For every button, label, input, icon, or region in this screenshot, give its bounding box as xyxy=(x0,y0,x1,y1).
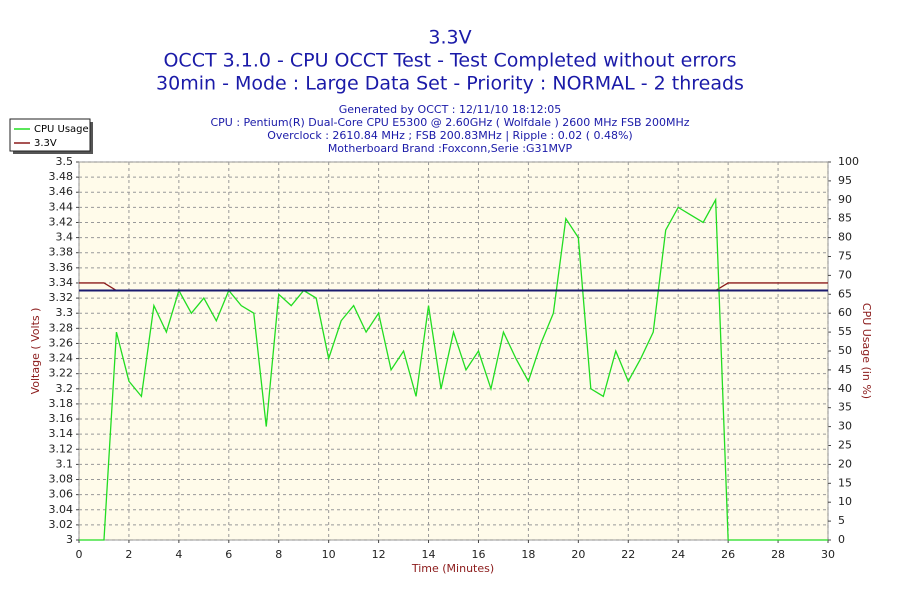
y-tick-label: 3.48 xyxy=(49,170,74,183)
x-axis-label: Time (Minutes) xyxy=(411,562,494,575)
series-line xyxy=(79,197,828,541)
subtitle: 30min - Mode : Large Data Set - Priority… xyxy=(156,73,744,95)
y-tick-label: 3.18 xyxy=(49,397,74,410)
y-tick-label: 3.28 xyxy=(49,321,74,334)
info: Generated by OCCT : 12/11/10 18:12:05 xyxy=(339,103,562,116)
y-tick-label: 3.2 xyxy=(56,382,74,395)
x-tick-label: 18 xyxy=(521,548,535,561)
y2-tick-label: 65 xyxy=(838,287,852,300)
y-tick-label: 3.38 xyxy=(49,246,74,259)
chart-title: 3.3V xyxy=(428,27,471,49)
y-tick-label: 3.1 xyxy=(56,457,74,470)
y-tick-label: 3.14 xyxy=(49,427,74,440)
y-tick-label: 3.34 xyxy=(49,276,74,289)
y2-tick-label: 30 xyxy=(838,420,852,433)
legend: CPU Usage 3.3V xyxy=(9,118,93,154)
x-tick-label: 2 xyxy=(125,548,132,561)
y2-tick-label: 95 xyxy=(838,174,852,187)
y2-tick-label: 20 xyxy=(838,457,852,470)
y2-tick-label: 100 xyxy=(838,155,859,168)
x-tick-label: 30 xyxy=(821,548,835,561)
legend-box xyxy=(9,118,91,152)
y2-tick-label: 75 xyxy=(838,250,852,263)
y-tick-label: 3.36 xyxy=(49,261,74,274)
y2-tick-label: 85 xyxy=(838,212,852,225)
plot-area xyxy=(78,161,829,541)
y2-tick-label: 50 xyxy=(838,344,852,357)
y-tick-label: 3.3 xyxy=(56,306,74,319)
y2-tick-label: 15 xyxy=(838,476,852,489)
y-tick-label: 3.08 xyxy=(49,473,74,486)
x-tick-label: 10 xyxy=(322,548,336,561)
info: Motherboard Brand :Foxconn,Serie :G31MVP xyxy=(328,142,573,155)
y2-tick-label: 10 xyxy=(838,495,852,508)
y-tick-label: 3.46 xyxy=(49,185,74,198)
y-tick-label: 3 xyxy=(66,533,73,546)
y-tick-label: 3.4 xyxy=(56,231,74,244)
y-tick-label: 3.32 xyxy=(49,291,74,304)
y-tick-label: 3.16 xyxy=(49,412,74,425)
subtitle: OCCT 3.1.0 - CPU OCCT Test - Test Comple… xyxy=(163,50,736,72)
x-tick-label: 6 xyxy=(225,548,232,561)
y-tick-label: 3.12 xyxy=(49,442,74,455)
y2-tick-label: 60 xyxy=(838,306,852,319)
y2-tick-label: 35 xyxy=(838,401,852,414)
x-tick-label: 20 xyxy=(571,548,585,561)
y2-tick-label: 25 xyxy=(838,439,852,452)
y2-tick-label: 55 xyxy=(838,325,852,338)
y2-tick-label: 45 xyxy=(838,363,852,376)
y2-tick-label: 90 xyxy=(838,193,852,206)
y-axis-label: Voltage ( Volts ) xyxy=(29,308,42,395)
y-tick-label: 3.42 xyxy=(49,215,74,228)
x-tick-label: 22 xyxy=(621,548,635,561)
y-tick-label: 3.26 xyxy=(49,336,74,349)
y-tick-label: 3.24 xyxy=(49,352,74,365)
y-tick-label: 3.06 xyxy=(49,488,74,501)
legend-label: CPU Usage xyxy=(34,124,89,135)
y-tick-label: 3.5 xyxy=(56,155,74,168)
y-tick-label: 3.04 xyxy=(49,503,74,516)
x-tick-label: 4 xyxy=(175,548,182,561)
legend-label: 3.3V xyxy=(34,138,57,149)
y2-tick-label: 70 xyxy=(838,268,852,281)
y-tick-label: 3.44 xyxy=(49,200,74,213)
y-tick-label: 3.22 xyxy=(49,367,74,380)
info: CPU : Pentium(R) Dual-Core CPU E5300 @ 2… xyxy=(210,116,689,129)
x-tick-label: 26 xyxy=(721,548,735,561)
x-tick-label: 12 xyxy=(372,548,386,561)
x-tick-label: 16 xyxy=(471,548,485,561)
y2-axis-label: CPU Usage (in %) xyxy=(860,303,873,399)
y2-tick-label: 80 xyxy=(838,231,852,244)
info: Overclock : 2610.84 MHz ; FSB 200.83MHz … xyxy=(267,129,632,142)
y2-tick-label: 40 xyxy=(838,382,852,395)
y2-tick-label: 0 xyxy=(838,533,845,546)
x-tick-label: 8 xyxy=(275,548,282,561)
x-tick-label: 28 xyxy=(771,548,785,561)
x-tick-label: 0 xyxy=(76,548,83,561)
y-tick-label: 3.02 xyxy=(49,518,74,531)
x-tick-label: 14 xyxy=(422,548,436,561)
x-tick-label: 24 xyxy=(671,548,685,561)
y2-tick-label: 5 xyxy=(838,514,845,527)
